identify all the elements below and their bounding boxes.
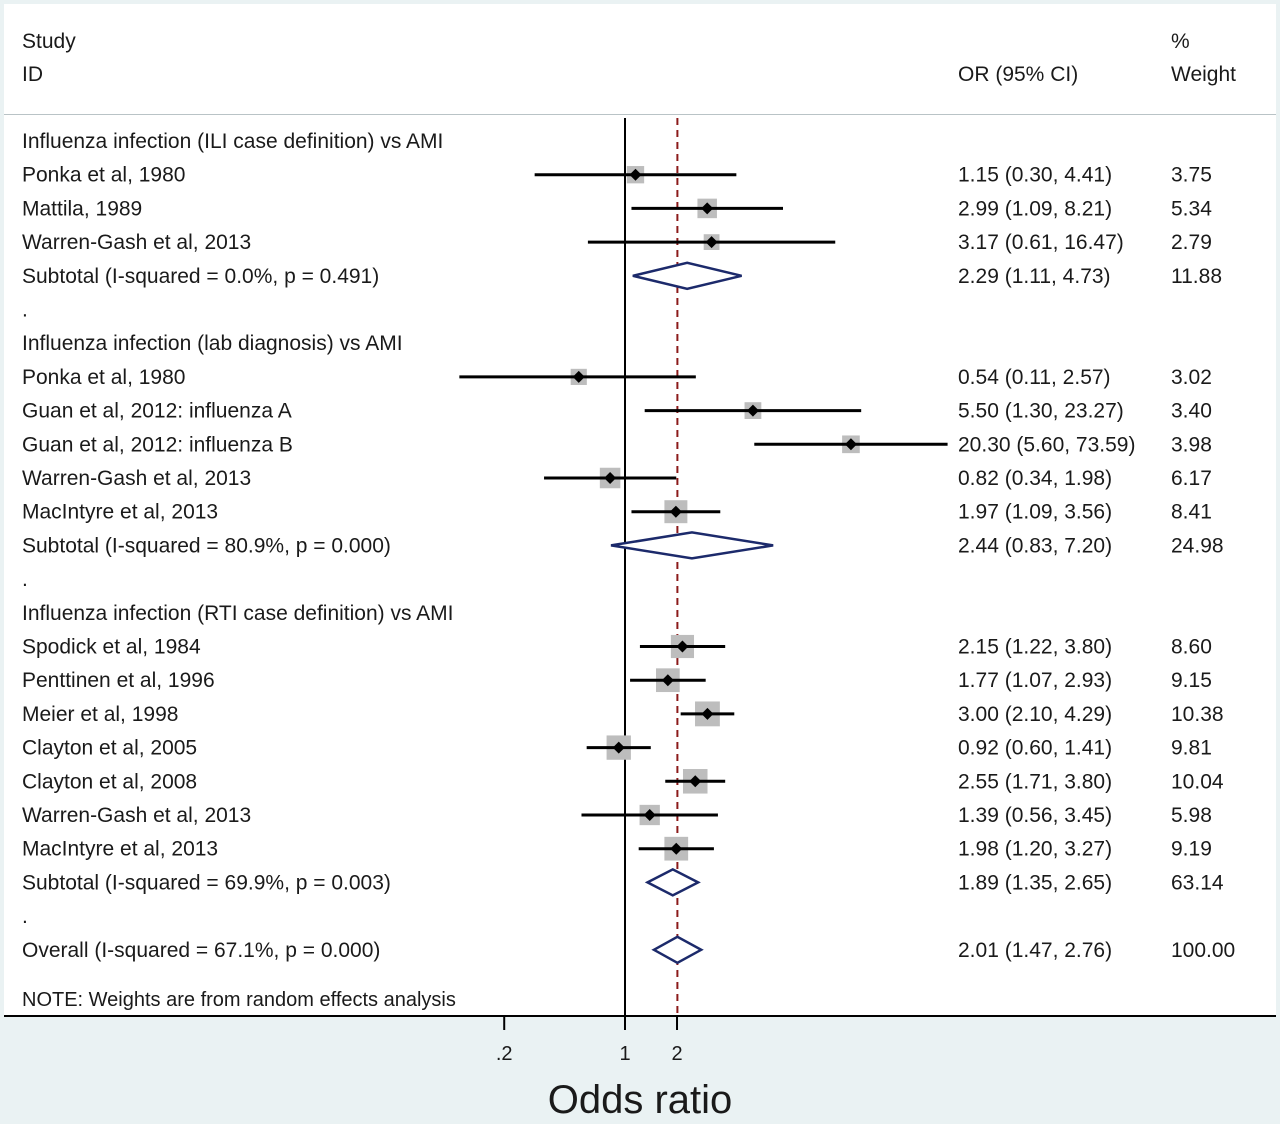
row-weight: 5.98 [1171, 804, 1212, 827]
row-or-ci: 20.30 (5.60, 73.59) [958, 433, 1135, 456]
header-weight: Weight [1171, 63, 1236, 86]
row-label: Guan et al, 2012: influenza B [22, 433, 293, 456]
row-weight: 10.38 [1171, 703, 1224, 726]
row-label: Subtotal (I-squared = 0.0%, p = 0.491) [22, 265, 379, 288]
row-label: Mattila, 1989 [22, 197, 142, 220]
row-weight: 9.15 [1171, 669, 1212, 692]
row-weight: 3.02 [1171, 366, 1212, 389]
row-label: Warren-Gash et al, 2013 [22, 231, 251, 254]
row-or-ci: 2.99 (1.09, 8.21) [958, 197, 1112, 220]
row-weight: 3.98 [1171, 433, 1212, 456]
row-or-ci: 3.17 (0.61, 16.47) [958, 231, 1124, 254]
study-point-estimate [669, 505, 682, 518]
row-label: . [22, 905, 28, 928]
row-or-ci: 3.00 (2.10, 4.29) [958, 703, 1112, 726]
overall-diamond [651, 935, 704, 965]
weights-note: NOTE: Weights are from random effects an… [22, 989, 456, 1011]
row-label: . [22, 568, 28, 591]
header-percent: % [1171, 30, 1190, 53]
study-point-estimate [689, 775, 702, 788]
row-label: Clayton et al, 2005 [22, 737, 197, 760]
row-or-ci: 1.89 (1.35, 2.65) [958, 871, 1112, 894]
row-label: Influenza infection (RTI case definition… [22, 602, 453, 625]
study-point-estimate [844, 438, 857, 451]
x-tick-label: .2 [496, 1043, 513, 1065]
study-point-estimate [701, 202, 714, 215]
row-label: Ponka et al, 1980 [22, 164, 185, 187]
row-or-ci: 1.98 (1.20, 3.27) [958, 838, 1112, 861]
subtotal-diamond [644, 867, 701, 897]
row-or-ci: 0.92 (0.60, 1.41) [958, 737, 1112, 760]
row-or-ci: 2.29 (1.11, 4.73) [958, 265, 1111, 288]
row-weight: 9.19 [1171, 838, 1212, 861]
row-weight: 3.75 [1171, 164, 1212, 187]
row-weight: 8.60 [1171, 636, 1212, 659]
row-label: Subtotal (I-squared = 69.9%, p = 0.003) [22, 871, 391, 894]
row-or-ci: 2.01 (1.47, 2.76) [958, 939, 1112, 962]
x-tick-label: 2 [671, 1043, 682, 1065]
row-label: Warren-Gash et al, 2013 [22, 804, 251, 827]
row-label: Ponka et al, 1980 [22, 366, 185, 389]
row-weight: 24.98 [1171, 534, 1224, 557]
row-label: Spodick et al, 1984 [22, 636, 201, 659]
row-or-ci: 2.55 (1.71, 3.80) [958, 770, 1112, 793]
study-point-estimate [661, 674, 674, 687]
row-weight: 8.41 [1171, 501, 1212, 524]
row-weight: 11.88 [1171, 265, 1222, 288]
study-point-estimate [676, 640, 689, 653]
x-axis-title: Odds ratio [547, 1078, 733, 1122]
study-point-estimate [643, 809, 656, 821]
header-id: ID [22, 63, 43, 86]
row-weight: 63.14 [1171, 871, 1224, 894]
row-or-ci: 2.15 (1.22, 3.80) [958, 636, 1112, 659]
row-weight: 2.79 [1171, 231, 1212, 254]
study-point-estimate [746, 404, 759, 417]
row-or-ci: 5.50 (1.30, 23.27) [958, 400, 1124, 423]
x-tick-label: 1 [619, 1043, 630, 1065]
row-or-ci: 0.54 (0.11, 2.57) [958, 366, 1111, 389]
row-label: Subtotal (I-squared = 80.9%, p = 0.000) [22, 534, 391, 557]
row-or-ci: 0.82 (0.34, 1.98) [958, 467, 1112, 490]
subtotal-diamond [610, 531, 774, 560]
study-point-estimate [572, 370, 585, 383]
row-or-ci: 1.97 (1.09, 3.56) [958, 501, 1112, 524]
study-point-estimate [604, 472, 617, 484]
row-label: Clayton et al, 2008 [22, 770, 197, 793]
header-or-ci: OR (95% CI) [958, 63, 1079, 86]
row-label: MacIntyre et al, 2013 [22, 501, 218, 524]
study-point-estimate [705, 236, 718, 249]
row-label: MacIntyre et al, 2013 [22, 838, 218, 861]
study-point-estimate [701, 707, 714, 720]
row-or-ci: 1.77 (1.07, 2.93) [958, 669, 1112, 692]
row-label: Influenza infection (lab diagnosis) vs A… [22, 332, 403, 355]
row-label: . [22, 299, 28, 322]
row-label: Penttinen et al, 1996 [22, 669, 215, 692]
row-label: Warren-Gash et al, 2013 [22, 467, 251, 490]
header-divider [4, 114, 1276, 115]
row-or-ci: 1.15 (0.30, 4.41) [958, 164, 1112, 187]
subtotal-diamond [632, 261, 742, 291]
row-or-ci: 1.39 (0.56, 3.45) [958, 804, 1112, 827]
row-label: Meier et al, 1998 [22, 703, 178, 726]
row-label: Guan et al, 2012: influenza A [22, 400, 292, 423]
study-point-estimate [612, 741, 625, 754]
row-label: Overall (I-squared = 67.1%, p = 0.000) [22, 939, 380, 962]
row-weight: 10.04 [1171, 770, 1224, 793]
row-weight: 100.00 [1171, 939, 1235, 962]
row-weight: 6.17 [1171, 467, 1212, 490]
header-study: Study [22, 30, 76, 53]
row-label: Influenza infection (ILI case definition… [22, 130, 443, 153]
row-weight: 5.34 [1171, 197, 1212, 220]
study-point-estimate [629, 168, 642, 181]
row-weight: 9.81 [1171, 737, 1212, 760]
row-or-ci: 2.44 (0.83, 7.20) [958, 534, 1112, 557]
study-point-estimate [670, 842, 683, 855]
row-weight: 3.40 [1171, 400, 1212, 423]
